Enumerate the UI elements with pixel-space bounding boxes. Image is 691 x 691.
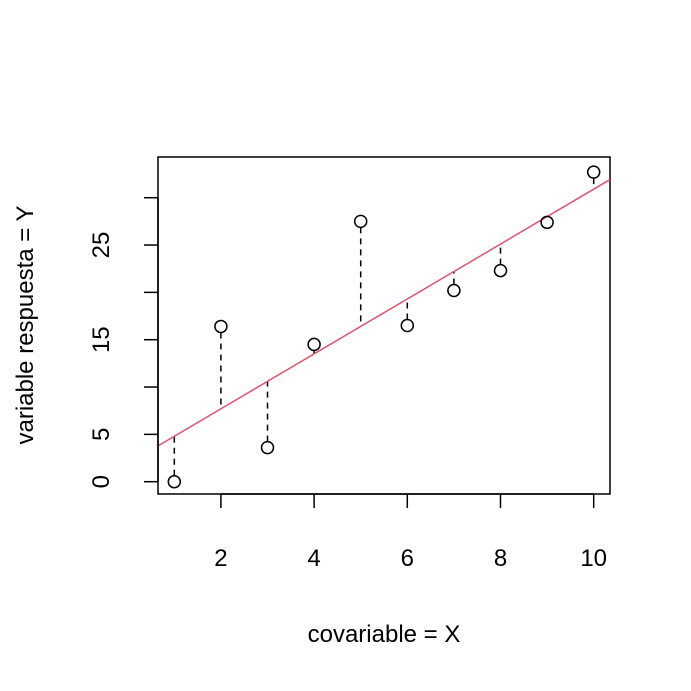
y-axis: 0 5 15 25 <box>88 196 159 488</box>
data-point <box>540 215 554 230</box>
x-tick-label: 6 <box>401 545 414 572</box>
regression-line <box>157 178 611 447</box>
data-point <box>493 263 508 278</box>
plot-frame <box>157 156 611 495</box>
x-axis-label: covariable = X <box>308 621 461 648</box>
data-point <box>167 474 182 489</box>
data-point <box>214 319 228 334</box>
x-axis: 2 4 6 8 10 <box>214 493 607 572</box>
x-tick-label: 4 <box>307 545 320 572</box>
x-tick-label: 8 <box>494 545 507 572</box>
data-point <box>260 440 275 455</box>
y-tick-label: 15 <box>88 326 115 353</box>
data-point <box>586 165 601 179</box>
x-tick-label: 10 <box>580 545 607 572</box>
y-tick-label: 25 <box>88 232 115 259</box>
data-points <box>167 165 601 489</box>
y-tick-label: 5 <box>88 428 115 441</box>
data-point <box>400 318 415 333</box>
y-axis-label: variable respuesta = Y <box>12 205 39 444</box>
x-tick-label: 2 <box>214 545 227 572</box>
residual-segments <box>173 178 595 476</box>
data-point <box>353 214 368 229</box>
y-tick-label: 0 <box>88 475 115 488</box>
data-point <box>447 283 461 298</box>
data-point <box>307 337 321 352</box>
